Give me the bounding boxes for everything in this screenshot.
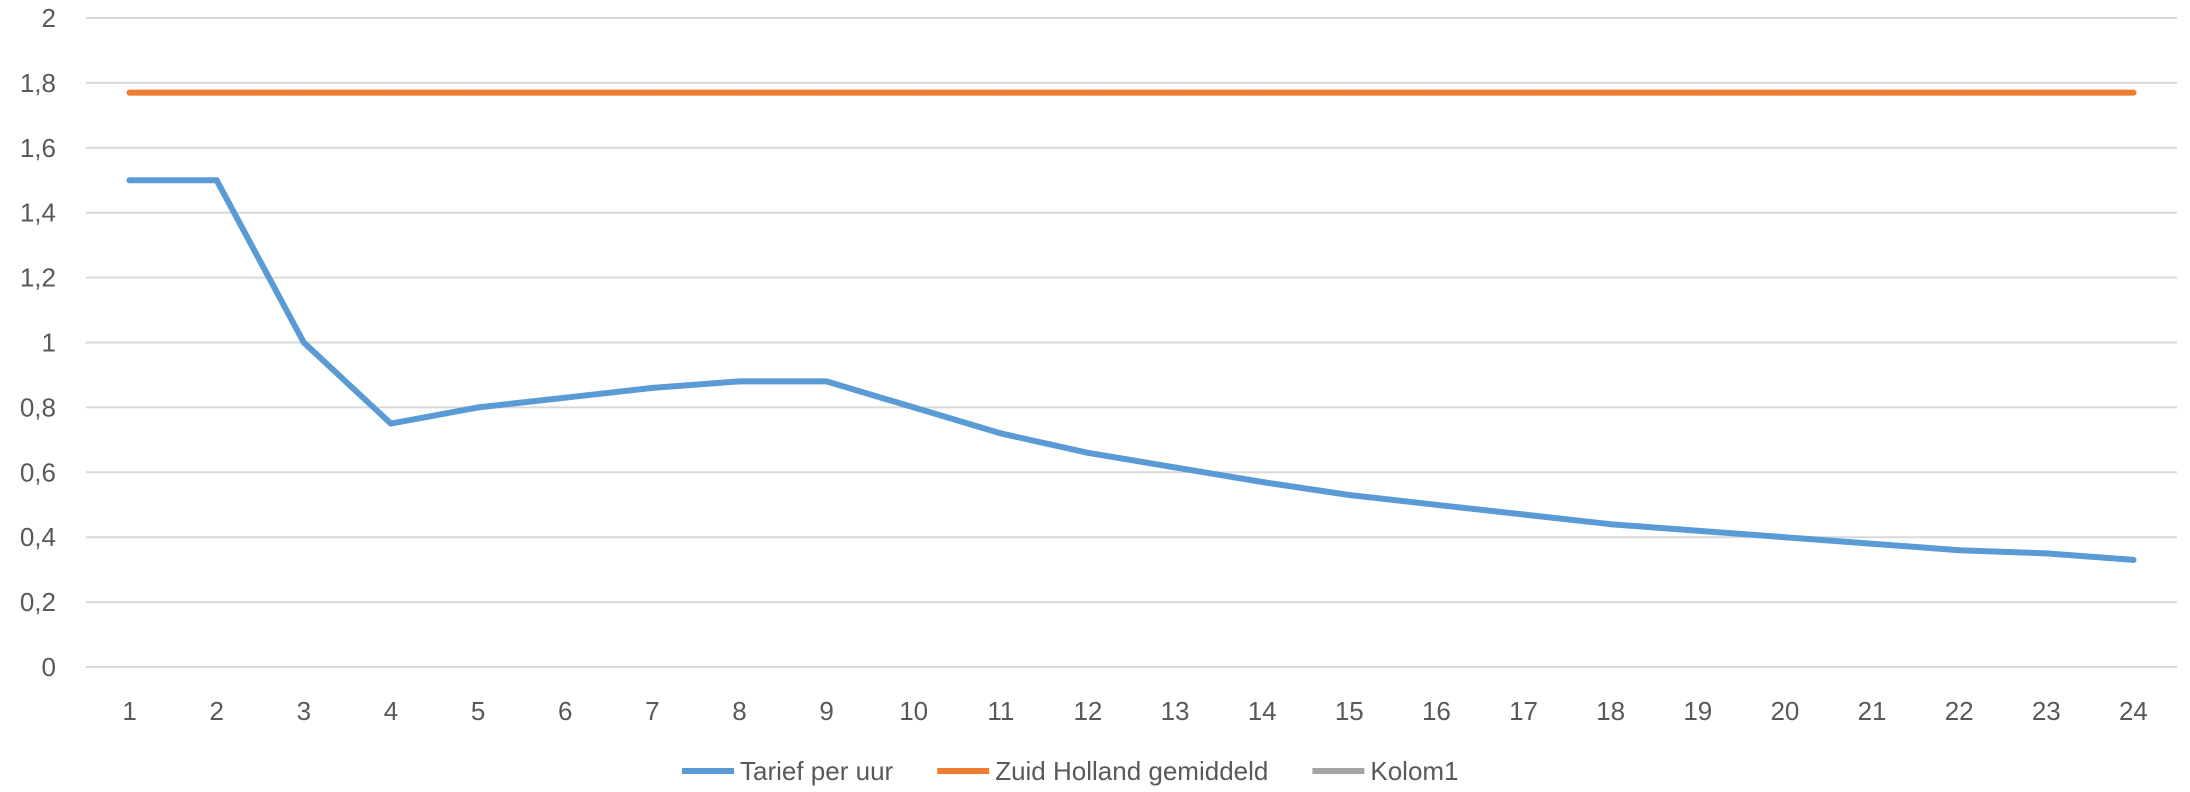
x-tick-label: 24 — [2119, 696, 2148, 726]
x-tick-label: 6 — [558, 696, 572, 726]
data-point — [1433, 89, 1440, 96]
data-point — [475, 89, 482, 96]
data-point — [649, 89, 656, 96]
data-point — [300, 339, 307, 346]
x-tick-label: 20 — [1770, 696, 1799, 726]
x-tick-label: 22 — [1945, 696, 1974, 726]
data-point — [2043, 89, 2050, 96]
x-tick-label: 23 — [2032, 696, 2061, 726]
data-point — [1607, 89, 1614, 96]
data-point — [126, 177, 133, 184]
x-tick-label: 8 — [732, 696, 746, 726]
x-tick-label: 16 — [1422, 696, 1451, 726]
data-point — [997, 430, 1004, 437]
x-tick-label: 12 — [1073, 696, 1102, 726]
data-point — [1346, 492, 1353, 499]
series-lines — [126, 89, 2137, 563]
legend: Tarief per uur Zuid Holland gemiddeld Kolo… — [682, 756, 1459, 786]
x-tick-label: 3 — [297, 696, 311, 726]
data-point — [1172, 89, 1179, 96]
x-tick-label: 17 — [1509, 696, 1538, 726]
x-tick-label: 18 — [1596, 696, 1625, 726]
y-tick-label: 0,4 — [20, 522, 56, 552]
data-point — [2130, 556, 2137, 563]
data-point — [1259, 89, 1266, 96]
data-point — [910, 404, 917, 411]
x-tick-label: 14 — [1248, 696, 1277, 726]
y-tick-label: 0 — [42, 652, 56, 682]
data-point — [736, 378, 743, 385]
y-tick-label: 2 — [42, 3, 56, 33]
x-tick-label: 13 — [1161, 696, 1190, 726]
data-point — [2130, 89, 2137, 96]
y-tick-label: 0,6 — [20, 457, 56, 487]
gridlines — [86, 17, 2177, 668]
data-point — [1781, 534, 1788, 541]
data-point — [649, 384, 656, 391]
data-point — [1781, 89, 1788, 96]
data-point — [1694, 527, 1701, 534]
data-point — [387, 420, 394, 427]
data-point — [562, 394, 569, 401]
y-tick-label: 1,4 — [20, 198, 56, 228]
y-tick-label: 0,2 — [20, 587, 56, 617]
x-tick-label: 2 — [209, 696, 223, 726]
data-point — [387, 89, 394, 96]
x-tick-label: 7 — [645, 696, 659, 726]
data-point — [213, 89, 220, 96]
legend-label: Zuid Holland gemiddeld — [995, 756, 1268, 786]
y-tick-label: 0,8 — [20, 392, 56, 422]
data-point — [1084, 89, 1091, 96]
data-point — [1346, 89, 1353, 96]
data-point — [1869, 540, 1876, 547]
y-tick-label: 1 — [42, 328, 56, 358]
series-line-1 — [126, 177, 2137, 563]
data-point — [736, 89, 743, 96]
x-tick-label: 21 — [1858, 696, 1887, 726]
data-point — [823, 89, 830, 96]
legend-label: Tarief per uur — [740, 756, 894, 786]
data-point — [823, 378, 830, 385]
data-point — [1084, 449, 1091, 456]
data-point — [1433, 501, 1440, 508]
y-axis-ticks: 0 0,2 0,4 0,6 0,8 1 1,2 1,4 1,6 1,8 2 — [20, 3, 56, 682]
x-axis-ticks: 1 2 3 4 5 6 7 8 9 10 11 12 13 14 15 16 17 18 19 20 21 22 23 24 — [122, 696, 2148, 726]
x-tick-label: 9 — [819, 696, 833, 726]
x-tick-label: 10 — [899, 696, 928, 726]
legend-label: Kolom1 — [1370, 756, 1458, 786]
data-point — [475, 404, 482, 411]
data-point — [1694, 89, 1701, 96]
x-tick-label: 5 — [471, 696, 485, 726]
data-point — [997, 89, 1004, 96]
y-tick-label: 1,2 — [20, 263, 56, 293]
data-point — [910, 89, 917, 96]
data-point — [1956, 547, 1963, 554]
x-tick-label: 11 — [987, 696, 1014, 726]
data-point — [300, 89, 307, 96]
data-point — [1520, 511, 1527, 518]
x-tick-label: 4 — [384, 696, 398, 726]
data-point — [1607, 521, 1614, 528]
y-tick-label: 1,8 — [20, 68, 56, 98]
x-tick-label: 19 — [1683, 696, 1712, 726]
data-point — [2043, 550, 2050, 557]
data-point — [1172, 464, 1179, 471]
data-point — [1869, 89, 1876, 96]
data-point — [213, 177, 220, 184]
data-point — [1259, 479, 1266, 486]
data-point — [1956, 89, 1963, 96]
x-tick-label: 1 — [122, 696, 136, 726]
y-tick-label: 1,6 — [20, 133, 56, 163]
data-point — [562, 89, 569, 96]
data-point — [126, 89, 133, 96]
x-tick-label: 15 — [1335, 696, 1364, 726]
data-point — [1520, 89, 1527, 96]
